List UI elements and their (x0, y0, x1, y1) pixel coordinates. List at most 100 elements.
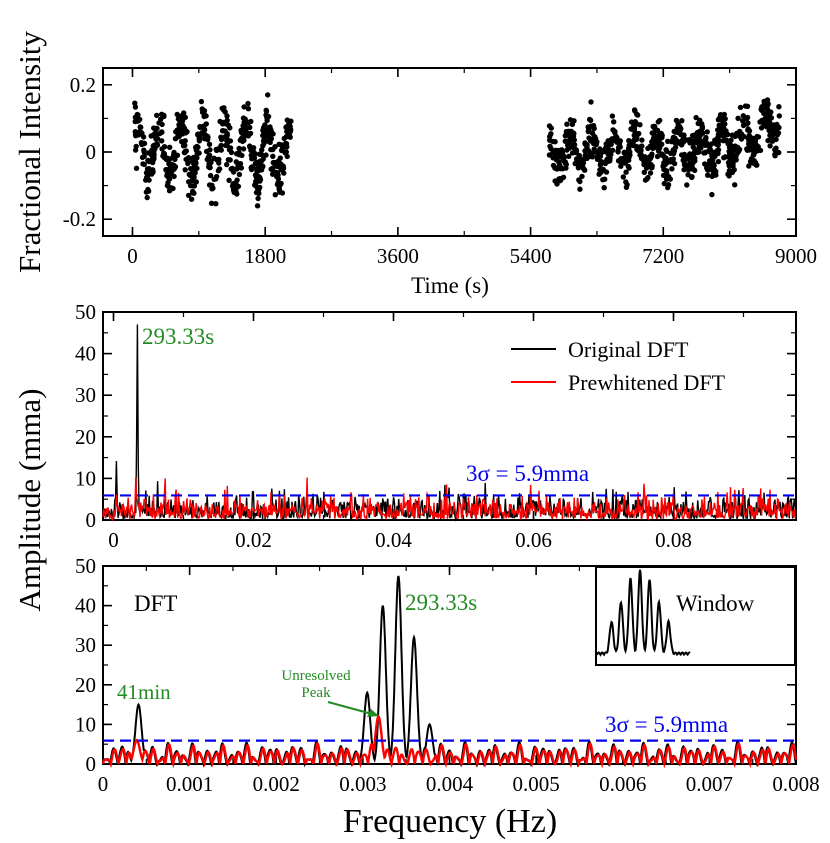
data-point (263, 112, 269, 118)
p3-ytick-label: 30 (75, 633, 96, 657)
data-point (744, 146, 750, 152)
data-point (556, 159, 562, 165)
data-point (172, 153, 178, 159)
data-point (601, 185, 607, 191)
data-point (735, 115, 741, 122)
data-point (665, 184, 671, 191)
data-point (193, 179, 199, 185)
data-point (608, 137, 614, 143)
data-point (706, 162, 713, 168)
data-point (157, 130, 163, 137)
peak-label-zoom: 293.33s (405, 590, 477, 615)
data-point (151, 155, 157, 161)
data-point (164, 182, 171, 189)
data-point (725, 171, 731, 177)
data-point (180, 131, 186, 137)
data-point (766, 127, 772, 134)
data-point (668, 150, 674, 156)
data-point (133, 133, 139, 139)
data-point (617, 159, 624, 165)
p3-xtick-label: 0.004 (426, 772, 474, 796)
data-point (734, 130, 740, 137)
data-point (283, 124, 289, 130)
data-point (256, 187, 262, 193)
p1-ytick-label: -0.2 (63, 207, 96, 231)
data-point (592, 135, 599, 142)
data-point (208, 200, 215, 206)
data-point (643, 163, 650, 170)
panel-dft-zoom: 0 0.001 0.002 0.003 0.004 0.005 0.006 0.007 0.00… (12, 389, 820, 840)
data-point (776, 149, 782, 156)
data-point (661, 161, 667, 167)
data-point (732, 143, 738, 149)
data-point (234, 177, 240, 183)
data-point (188, 183, 194, 189)
data-point (626, 157, 632, 163)
data-point (245, 100, 251, 107)
data-point (252, 182, 258, 188)
data-point (185, 155, 192, 161)
data-point (594, 154, 600, 160)
data-point (577, 178, 583, 185)
data-point (560, 157, 566, 164)
data-point (600, 177, 606, 183)
legend-label-prewhitened: Prewhitened DFT (568, 370, 726, 395)
data-point (149, 167, 155, 174)
data-point (579, 162, 586, 168)
data-point (715, 158, 722, 165)
data-point (270, 171, 276, 177)
data-point (174, 111, 180, 118)
data-point (690, 144, 696, 150)
data-point (552, 178, 558, 184)
data-point (771, 131, 777, 138)
data-point (153, 126, 159, 132)
data-point (641, 169, 647, 175)
data-point (568, 134, 574, 141)
data-point (260, 138, 267, 144)
data-point (133, 143, 139, 150)
data-point (626, 138, 632, 144)
data-point (728, 137, 734, 143)
p3-xtick-label: 0 (98, 772, 109, 796)
data-point (137, 124, 143, 130)
data-point (764, 102, 771, 109)
data-point (174, 127, 180, 133)
data-point (610, 127, 616, 133)
data-point (194, 165, 200, 171)
data-point (216, 156, 222, 163)
data-point (757, 147, 764, 154)
data-point (654, 153, 661, 160)
data-point (207, 172, 214, 179)
data-point (268, 136, 274, 142)
data-point (198, 98, 205, 105)
data-point (728, 145, 734, 151)
data-point (681, 151, 688, 158)
data-point (579, 173, 585, 180)
data-point (203, 148, 210, 155)
data-point (593, 149, 599, 155)
data-point (654, 127, 661, 134)
data-point (228, 166, 234, 172)
data-point (207, 164, 213, 171)
data-point (716, 137, 723, 144)
data-point (238, 127, 244, 134)
data-point (570, 130, 577, 136)
data-point (268, 166, 274, 172)
data-point (686, 163, 692, 169)
data-point (192, 159, 199, 165)
data-point (685, 172, 691, 178)
data-point (233, 182, 239, 188)
data-point (552, 165, 558, 171)
data-point (658, 130, 664, 137)
threshold-label-2: 3σ = 5.9mma (605, 712, 728, 737)
data-point (684, 182, 690, 188)
data-point (176, 134, 182, 140)
data-point (132, 114, 139, 121)
data-point (241, 104, 247, 110)
data-point (190, 190, 196, 196)
p2-ytick-label: 30 (75, 383, 96, 407)
data-point (634, 146, 640, 152)
p3-ytick-label: 0 (86, 752, 97, 776)
data-point (616, 142, 623, 148)
